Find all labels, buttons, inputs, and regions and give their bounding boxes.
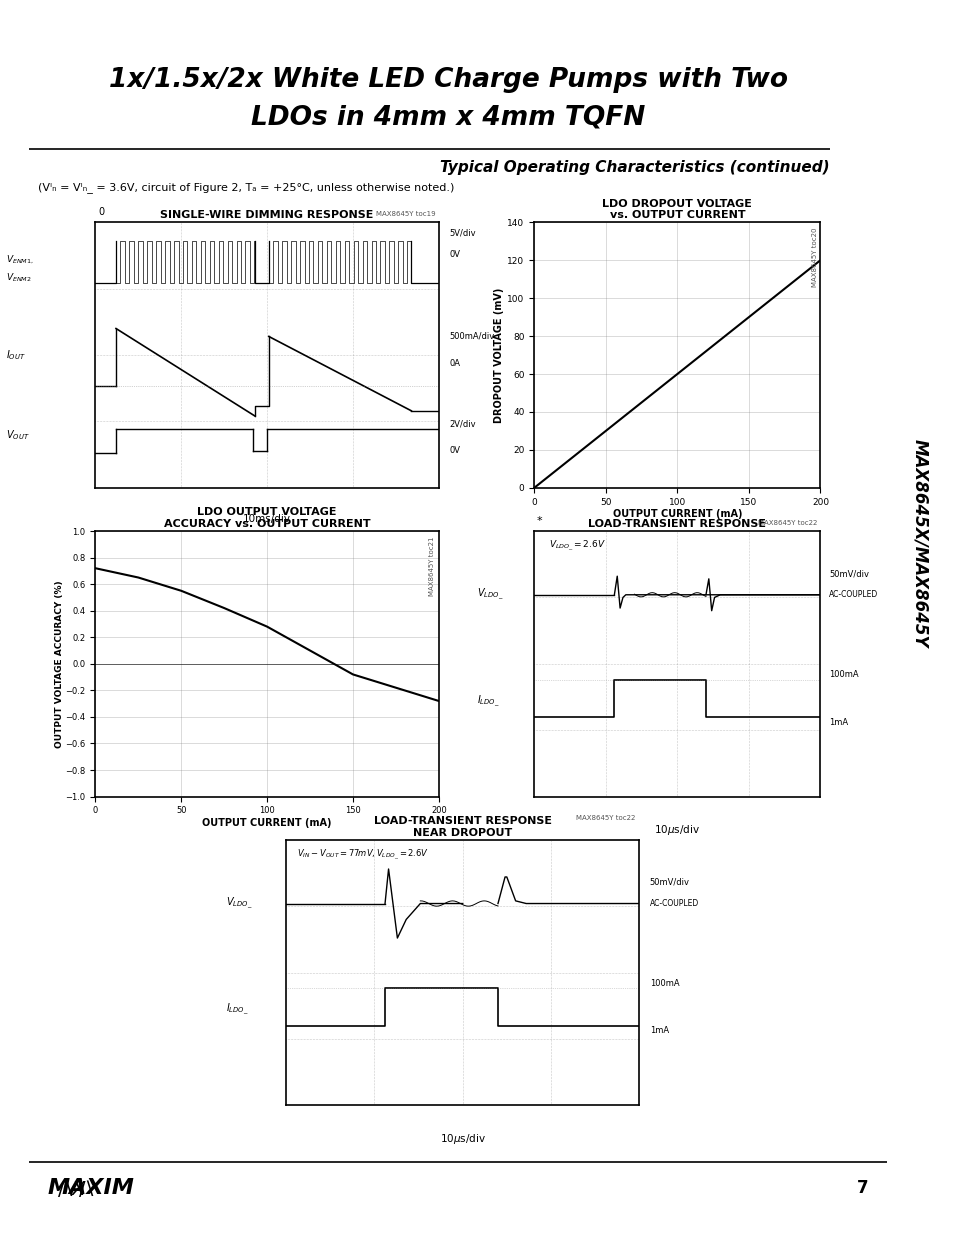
Text: 100mA: 100mA <box>828 669 858 679</box>
Text: 500mA/div: 500mA/div <box>449 332 494 341</box>
Y-axis label: OUTPUT VOLTAGE ACCURACY (%): OUTPUT VOLTAGE ACCURACY (%) <box>55 580 64 747</box>
Text: 10$\mu$s/div: 10$\mu$s/div <box>439 1131 485 1146</box>
Text: AC-COUPLED: AC-COUPLED <box>828 590 878 599</box>
Text: $V_{LDO\_}$: $V_{LDO\_}$ <box>476 587 503 603</box>
Text: $I_{LDO\_}$: $I_{LDO\_}$ <box>226 1002 249 1018</box>
Text: 50mV/div: 50mV/div <box>828 569 868 578</box>
Text: AC-COUPLED: AC-COUPLED <box>649 899 699 908</box>
Text: $V_{LDO\_}$: $V_{LDO\_}$ <box>226 895 253 911</box>
Text: $V_{IN} - V_{OUT} = 77mV, V_{LDO\_} = 2.6V$: $V_{IN} - V_{OUT} = 77mV, V_{LDO\_} = 2.… <box>296 847 429 862</box>
Text: $V_{OUT}$: $V_{OUT}$ <box>6 427 30 442</box>
Text: 0V: 0V <box>449 446 459 456</box>
Text: MAX8645X/MAX8645Y: MAX8645X/MAX8645Y <box>911 440 928 647</box>
Text: *: * <box>537 516 542 526</box>
Title: LOAD-TRANSIENT RESPONSE
NEAR DROPOUT: LOAD-TRANSIENT RESPONSE NEAR DROPOUT <box>374 816 551 837</box>
Text: $V_{ENM1,}$: $V_{ENM1,}$ <box>6 253 33 266</box>
Text: 0A: 0A <box>449 358 459 368</box>
Text: 10ms/div: 10ms/div <box>243 515 291 525</box>
Text: $V_{LDO\_} = 2.6V$: $V_{LDO\_} = 2.6V$ <box>548 538 605 553</box>
Text: LDOs in 4mm x 4mm TQFN: LDOs in 4mm x 4mm TQFN <box>251 104 645 131</box>
Y-axis label: DROPOUT VOLTAGE (mV): DROPOUT VOLTAGE (mV) <box>494 288 504 422</box>
Text: MAX8645Y toc22: MAX8645Y toc22 <box>758 520 817 526</box>
Text: Typical Operating Characteristics (continued): Typical Operating Characteristics (conti… <box>440 161 829 175</box>
Text: 5V/div: 5V/div <box>449 228 476 237</box>
X-axis label: OUTPUT CURRENT (mA): OUTPUT CURRENT (mA) <box>202 818 332 829</box>
Text: 0V: 0V <box>449 249 459 258</box>
Title: LDO OUTPUT VOLTAGE
ACCURACY vs. OUTPUT CURRENT: LDO OUTPUT VOLTAGE ACCURACY vs. OUTPUT C… <box>164 508 370 529</box>
Text: $I_{OUT}$: $I_{OUT}$ <box>6 348 26 362</box>
Title: LDO DROPOUT VOLTAGE
vs. OUTPUT CURRENT: LDO DROPOUT VOLTAGE vs. OUTPUT CURRENT <box>601 199 752 220</box>
Text: MAX8645Y toc20: MAX8645Y toc20 <box>811 227 817 287</box>
Text: 1x/1.5x/2x White LED Charge Pumps with Two: 1x/1.5x/2x White LED Charge Pumps with T… <box>109 67 787 94</box>
Text: 7: 7 <box>856 1179 867 1197</box>
X-axis label: OUTPUT CURRENT (mA): OUTPUT CURRENT (mA) <box>612 509 741 520</box>
Title: SINGLE-WIRE DIMMING RESPONSE: SINGLE-WIRE DIMMING RESPONSE <box>160 210 374 220</box>
Text: $V_{ENM2}$: $V_{ENM2}$ <box>6 272 31 284</box>
Text: MAX8645Y toc22: MAX8645Y toc22 <box>576 815 635 821</box>
Text: 2V/div: 2V/div <box>449 420 476 429</box>
Text: 1mA: 1mA <box>649 1026 668 1035</box>
Text: $I_{LDO\_}$: $I_{LDO\_}$ <box>476 693 499 709</box>
Text: 0: 0 <box>99 207 105 217</box>
Text: 10$\mu$s/div: 10$\mu$s/div <box>654 824 700 837</box>
Text: 1mA: 1mA <box>828 718 847 726</box>
Text: MAX8645Y toc19: MAX8645Y toc19 <box>375 211 435 217</box>
Text: (Vᴵₙ = Vᴵₙ_ = 3.6V, circuit of Figure 2, Tₐ = +25°C, unless otherwise noted.): (Vᴵₙ = Vᴵₙ_ = 3.6V, circuit of Figure 2,… <box>38 183 454 193</box>
Text: $\mathit{/\!\!/\!\!\setminus\!\!X\!\!/\!\!\setminus}$: $\mathit{/\!\!/\!\!\setminus\!\!X\!\!/\!… <box>57 1177 94 1199</box>
Text: 50mV/div: 50mV/div <box>649 878 689 887</box>
Text: 100mA: 100mA <box>649 978 679 988</box>
Text: MAXIM: MAXIM <box>48 1178 134 1198</box>
Title: LOAD-TRANSIENT RESPONSE: LOAD-TRANSIENT RESPONSE <box>588 519 765 529</box>
Text: MAX8645Y toc21: MAX8645Y toc21 <box>429 536 435 595</box>
